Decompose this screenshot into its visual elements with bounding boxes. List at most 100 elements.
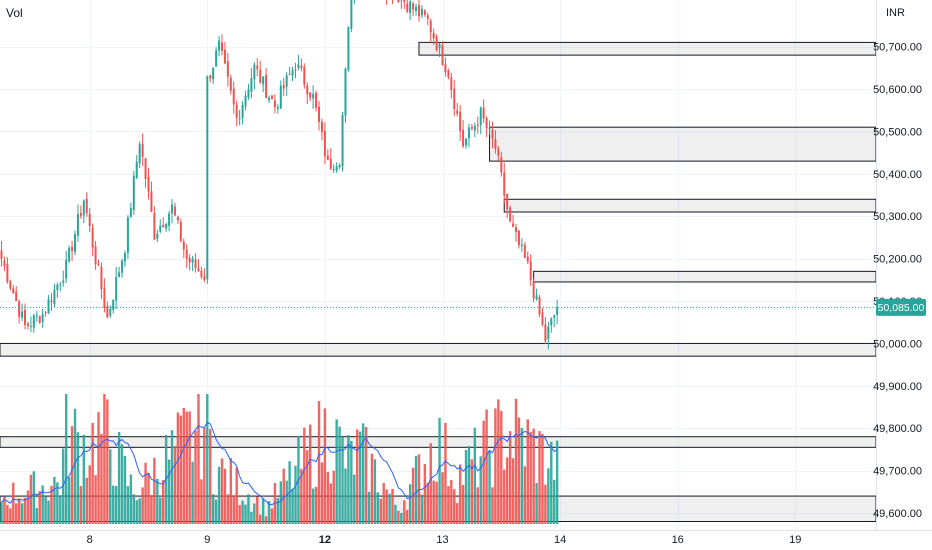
candle-body [203, 275, 206, 281]
candle-body [420, 8, 423, 16]
volume-bar [76, 432, 80, 524]
candle-body [138, 144, 141, 164]
candle-body [338, 165, 341, 168]
volume-bar [505, 457, 509, 524]
candle-body [223, 49, 226, 64]
candle-body [282, 85, 285, 89]
candle-body [212, 67, 215, 80]
candle-body [270, 95, 273, 100]
volume-bar [103, 394, 106, 524]
candle-body [285, 75, 288, 87]
volume-bar [179, 415, 183, 524]
candle-body [247, 89, 250, 98]
volume-bar [456, 503, 459, 524]
volume-bar [9, 508, 12, 524]
volume-bar [253, 503, 256, 524]
volume-bar [517, 417, 521, 524]
volume-bar [232, 495, 235, 524]
candle-body [459, 111, 462, 131]
candle-body [197, 268, 200, 271]
candle-body [512, 223, 515, 227]
volume-bar [29, 474, 33, 524]
volume-bar [53, 476, 56, 524]
candle-body [529, 261, 532, 281]
price-axis[interactable]: 50,700.00 50,600.00 50,500.00 50,400.00 50,3… [873, 0, 922, 530]
volume-bar [153, 457, 156, 524]
candle-body [94, 246, 97, 265]
candle-body [335, 166, 338, 171]
volume-bar [141, 487, 144, 524]
volume-bar [259, 514, 262, 524]
candle-body [209, 75, 212, 79]
candle-body [291, 70, 294, 76]
candle-body [279, 85, 282, 109]
candle-body [21, 311, 24, 318]
price-tick-label: 50,500.00 [873, 126, 922, 138]
candle-body [326, 155, 329, 160]
candle-body [235, 104, 238, 118]
candle-body [435, 36, 438, 51]
price-tick-label: 49,700.00 [873, 466, 922, 478]
volume-bar [397, 510, 400, 524]
volume-bar [438, 417, 441, 524]
volume-bar [109, 449, 112, 524]
volume-bar [79, 486, 83, 524]
volume-bar [0, 502, 3, 524]
volume-bar [467, 446, 471, 524]
volume-bar [50, 485, 53, 524]
volume-bar [303, 427, 306, 524]
candle-body [550, 318, 553, 326]
candle-body [506, 193, 509, 210]
candle-body [88, 213, 91, 227]
volume-bar [523, 466, 527, 524]
candle-body [44, 312, 47, 314]
candle-body [341, 114, 344, 167]
volume-bar [353, 474, 356, 524]
candle-body [85, 198, 88, 214]
volume-bar [538, 431, 541, 524]
volume-bar [203, 427, 206, 524]
candle-body [100, 266, 103, 290]
candle-body [473, 125, 476, 131]
volume-bar [235, 467, 238, 524]
candle-body [35, 315, 38, 317]
volume-bar [464, 450, 468, 524]
candle-body [306, 85, 309, 95]
volume-bar [182, 407, 185, 524]
candle-body [417, 5, 420, 17]
volume-bar [282, 468, 285, 524]
time-axis[interactable]: 8 9 12 13 14 16 19 [0, 530, 932, 547]
candle-body [273, 100, 276, 107]
candle-body [476, 124, 479, 126]
candle-body [312, 94, 315, 99]
candle-body [141, 143, 144, 157]
volume-bar [482, 420, 485, 524]
candle-body [329, 158, 332, 169]
candle-body [206, 76, 209, 280]
candle-body [103, 288, 106, 308]
candle-body [106, 306, 109, 318]
candle-body [256, 65, 259, 70]
candle-body [215, 50, 218, 67]
candle-body [262, 76, 265, 85]
volume-bar [209, 428, 212, 524]
candle-body [500, 157, 503, 173]
candle-body [3, 260, 6, 267]
volume-bar [6, 505, 9, 524]
volume-bar [358, 431, 362, 524]
volume-bar [114, 486, 118, 524]
volume-bar [176, 412, 180, 524]
candle-body [323, 130, 326, 157]
candle-body [179, 222, 182, 242]
candle-body [297, 64, 300, 68]
candle-body [91, 227, 94, 248]
candle-body [503, 172, 506, 196]
volume-bar [167, 459, 171, 524]
candle-body [303, 66, 306, 85]
candle-body [65, 259, 68, 279]
candle-body [444, 64, 447, 73]
volume-bar [335, 419, 338, 524]
volume-bar [423, 464, 427, 524]
volume-bar [211, 494, 215, 524]
